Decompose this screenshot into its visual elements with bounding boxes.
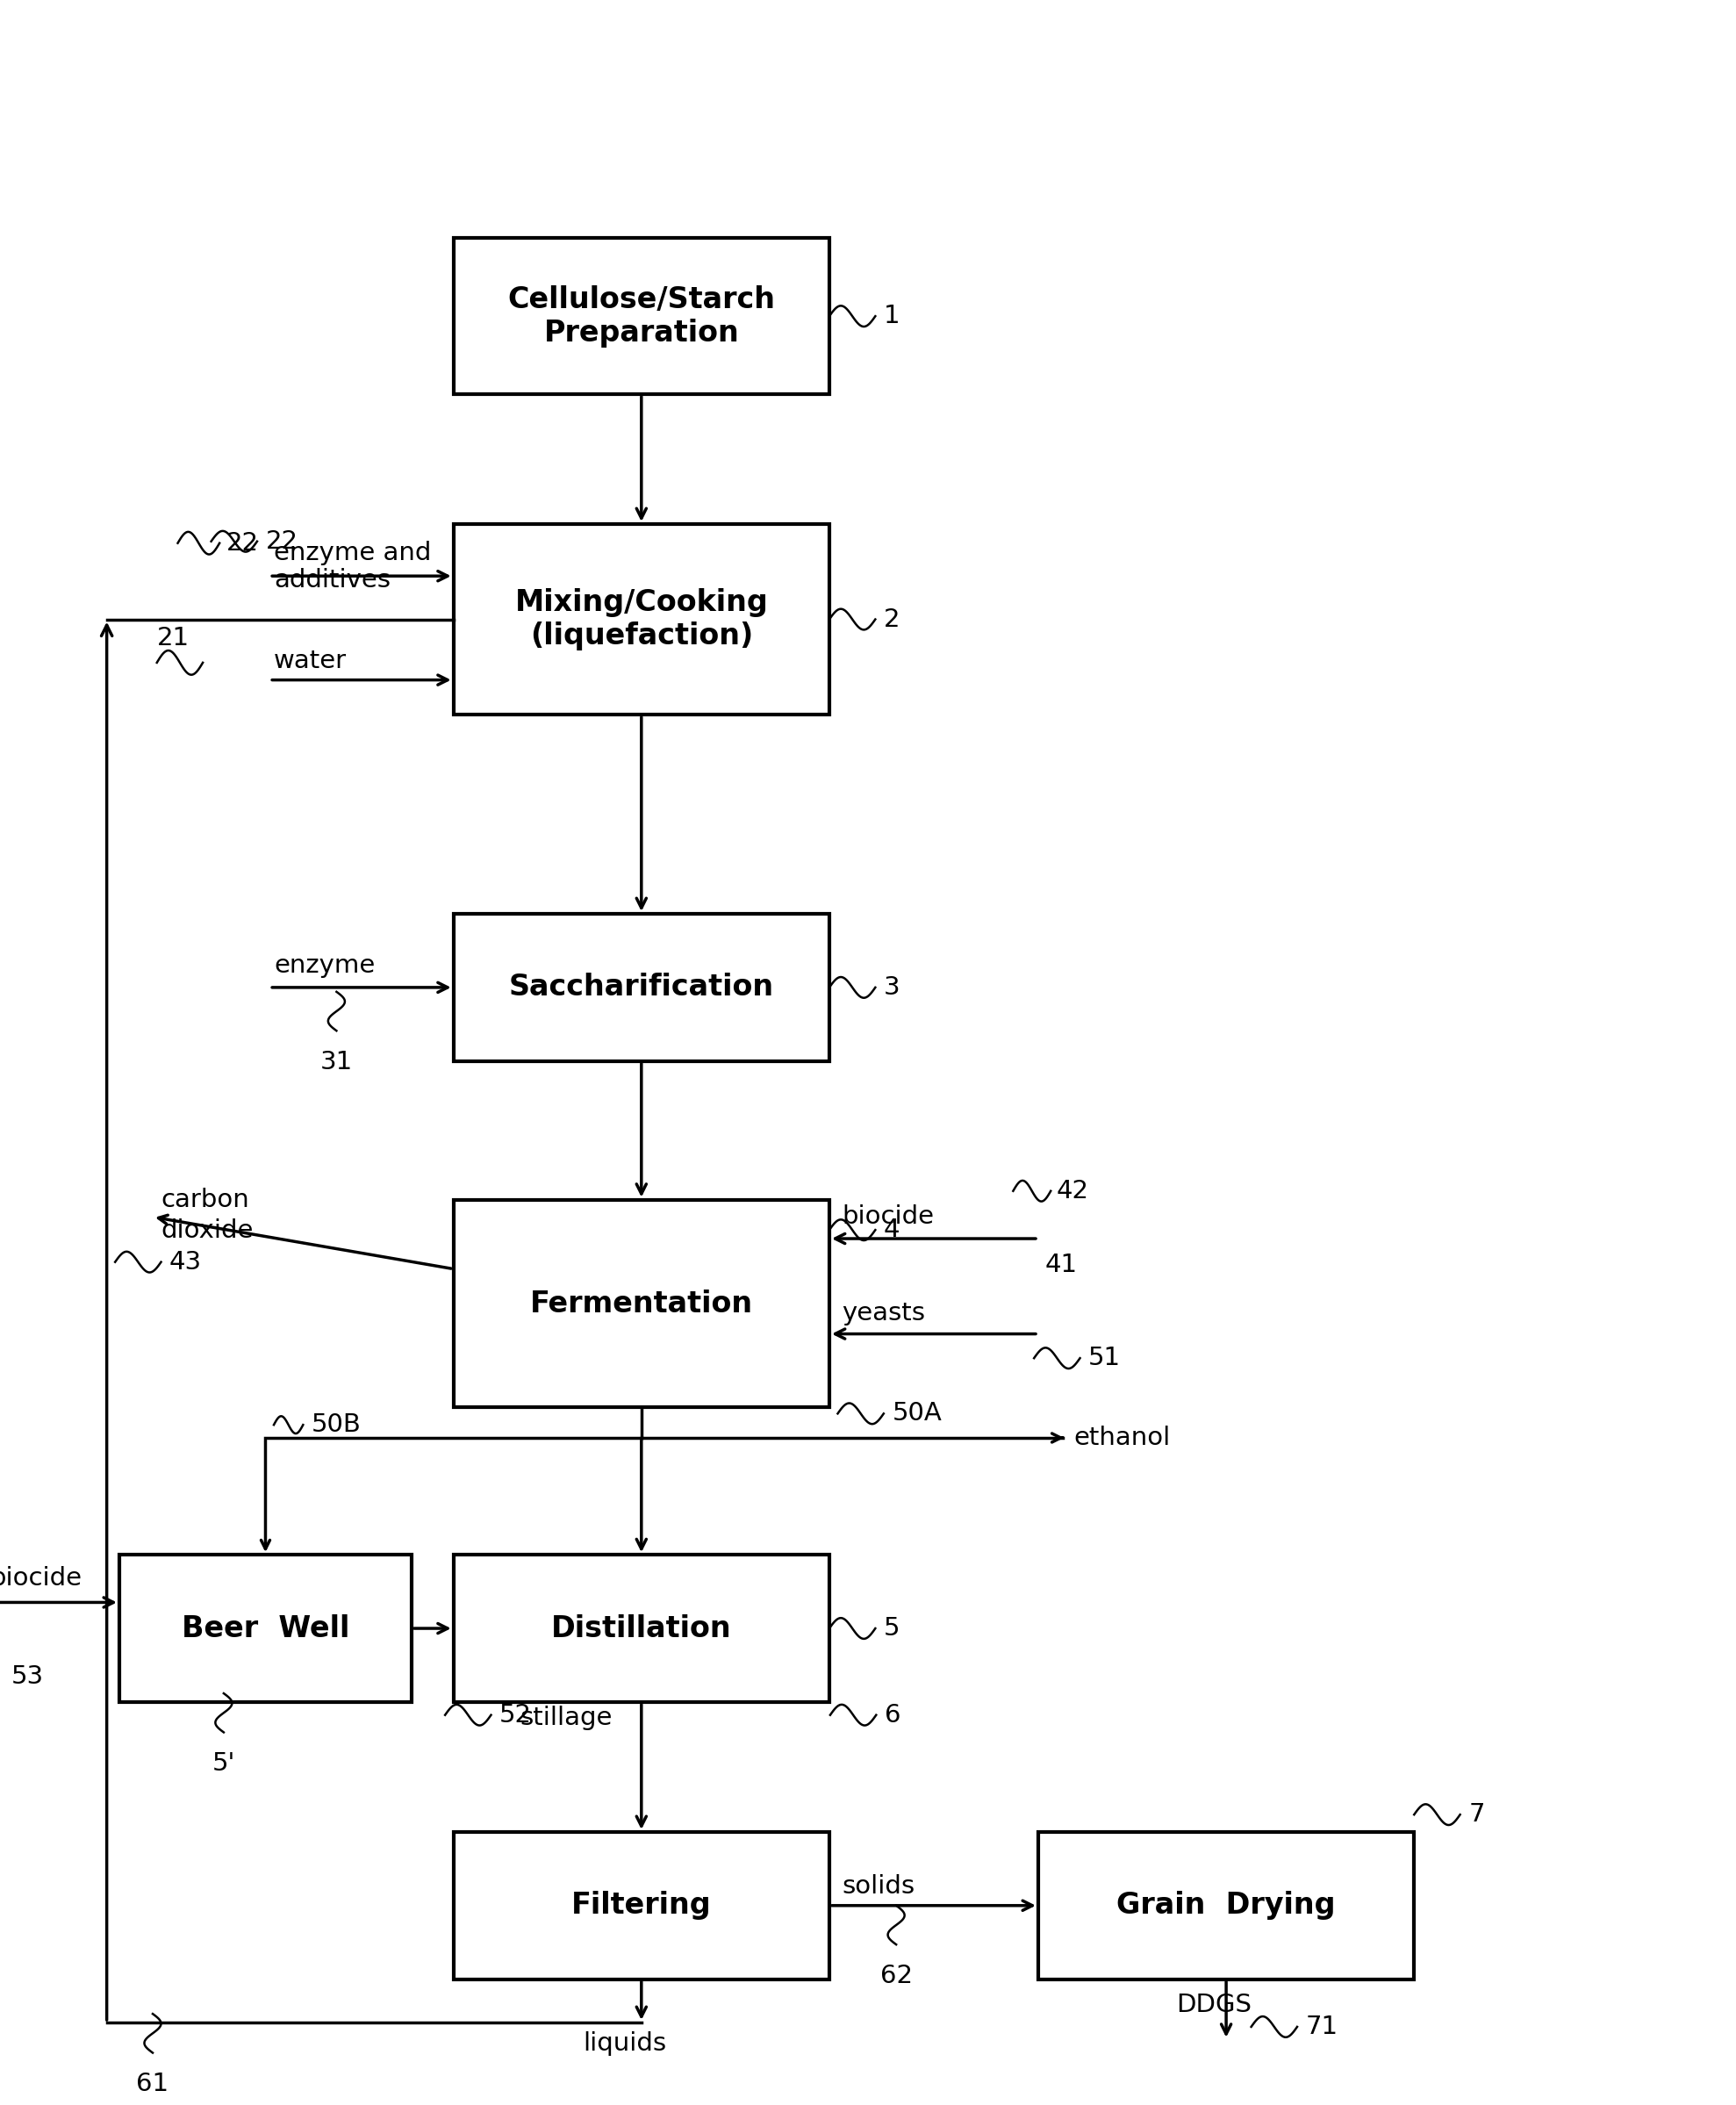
Text: Filtering: Filtering — [571, 1890, 712, 1920]
Text: Distillation: Distillation — [550, 1615, 731, 1642]
Text: 2: 2 — [884, 606, 899, 632]
Bar — [453, 1831, 830, 1979]
Bar — [453, 1200, 830, 1408]
Text: 41: 41 — [1045, 1252, 1078, 1278]
Text: 42: 42 — [1057, 1179, 1088, 1204]
Text: Cellulose/Starch
Preparation: Cellulose/Starch Preparation — [507, 284, 776, 347]
Text: DDGS: DDGS — [1175, 1993, 1252, 2017]
Text: 1: 1 — [884, 303, 899, 328]
Text: biocide: biocide — [842, 1204, 934, 1229]
Text: 43: 43 — [170, 1250, 201, 1274]
Text: 22: 22 — [266, 528, 299, 554]
Text: 6: 6 — [885, 1703, 901, 1728]
Text: 62: 62 — [880, 1964, 913, 1987]
Text: 52: 52 — [500, 1703, 531, 1728]
Text: 50B: 50B — [311, 1412, 361, 1438]
Text: 61: 61 — [137, 2071, 168, 2097]
Text: 53: 53 — [10, 1665, 43, 1690]
Text: solids: solids — [842, 1873, 915, 1899]
Text: 5: 5 — [884, 1617, 899, 1640]
Text: dioxide: dioxide — [161, 1219, 253, 1242]
Text: Saccharification: Saccharification — [509, 973, 774, 1002]
Text: enzyme and: enzyme and — [274, 541, 431, 564]
Text: 71: 71 — [1305, 2014, 1338, 2040]
Text: additives: additives — [274, 568, 391, 594]
Bar — [1038, 1831, 1415, 1979]
Text: 31: 31 — [319, 1050, 352, 1074]
Text: enzyme: enzyme — [274, 954, 375, 979]
Text: 22: 22 — [226, 530, 259, 556]
Text: 7: 7 — [1469, 1802, 1484, 1827]
Text: yeasts: yeasts — [842, 1301, 925, 1326]
Text: stillage: stillage — [521, 1705, 613, 1730]
Text: liquids: liquids — [583, 2031, 667, 2057]
Text: 4: 4 — [884, 1217, 899, 1242]
Bar — [453, 1556, 830, 1703]
Bar — [120, 1556, 411, 1703]
Text: water: water — [274, 648, 347, 674]
Text: 5': 5' — [212, 1751, 236, 1777]
Text: Fermentation: Fermentation — [529, 1288, 753, 1318]
Text: 3: 3 — [884, 975, 899, 1000]
Text: Mixing/Cooking
(liquefaction): Mixing/Cooking (liquefaction) — [514, 587, 767, 650]
Bar — [453, 914, 830, 1061]
Text: 51: 51 — [1088, 1345, 1121, 1370]
Bar — [453, 524, 830, 714]
Text: 21: 21 — [156, 625, 189, 650]
Text: Grain  Drying: Grain Drying — [1116, 1890, 1335, 1920]
Text: biocide: biocide — [0, 1566, 82, 1591]
Bar — [453, 238, 830, 394]
Text: Beer  Well: Beer Well — [182, 1615, 349, 1642]
Text: carbon: carbon — [161, 1187, 250, 1212]
Text: ethanol: ethanol — [1073, 1425, 1170, 1450]
Text: 50A: 50A — [892, 1402, 943, 1425]
